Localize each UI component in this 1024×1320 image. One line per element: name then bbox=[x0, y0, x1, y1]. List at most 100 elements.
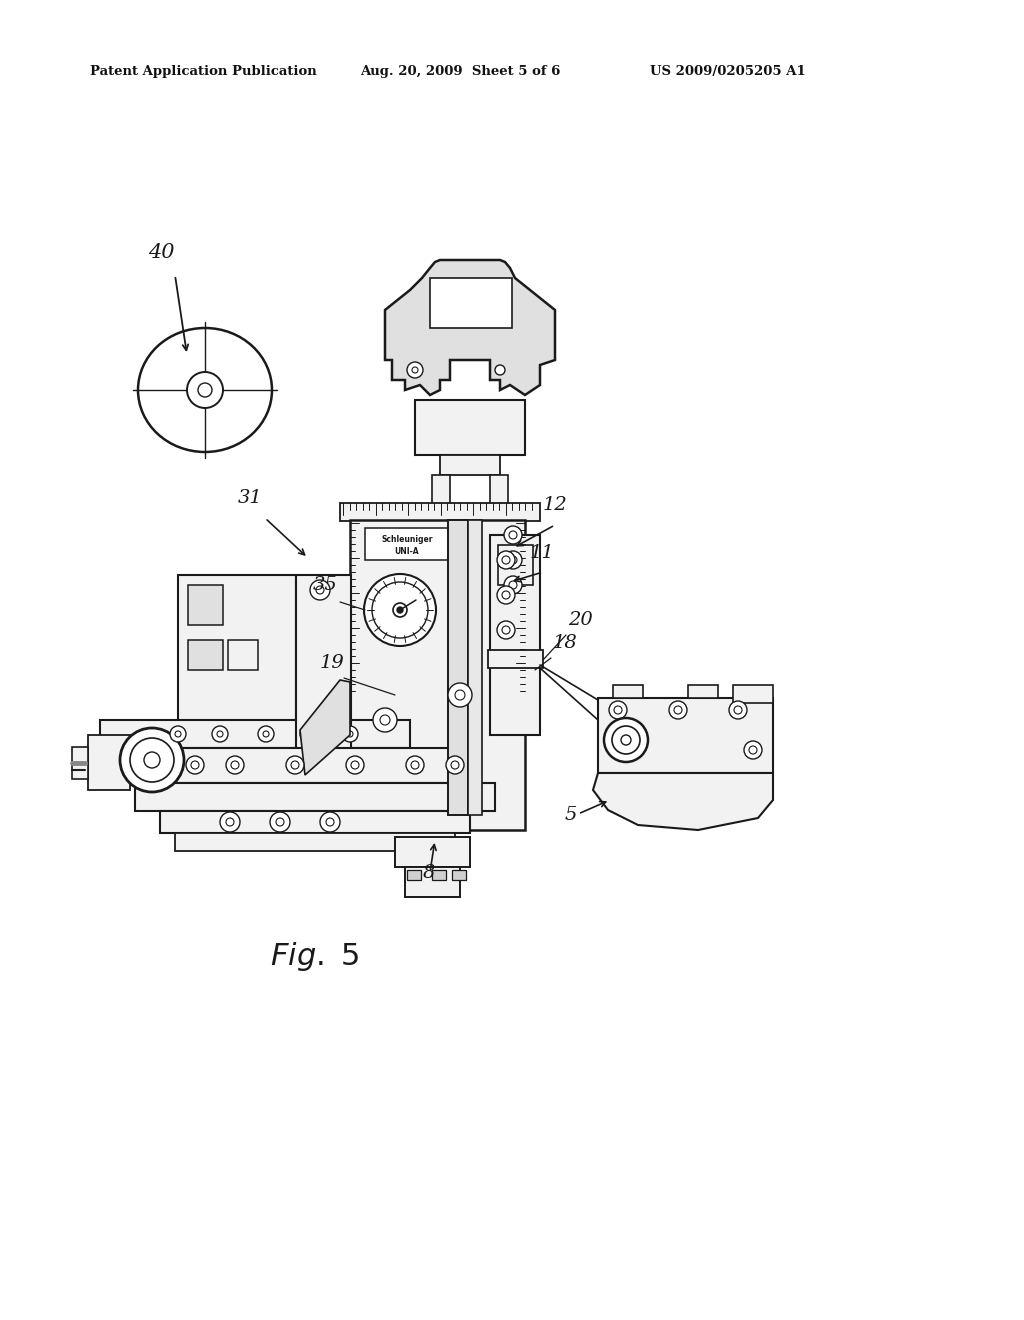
Bar bbox=[296, 576, 351, 775]
Bar bbox=[178, 576, 296, 775]
Circle shape bbox=[198, 383, 212, 397]
Text: Aug. 20, 2009  Sheet 5 of 6: Aug. 20, 2009 Sheet 5 of 6 bbox=[360, 66, 560, 78]
Circle shape bbox=[291, 762, 299, 770]
Bar bbox=[160, 748, 480, 783]
Bar bbox=[432, 475, 450, 506]
Text: 8: 8 bbox=[423, 865, 435, 882]
Bar bbox=[490, 535, 540, 735]
Bar bbox=[135, 783, 495, 810]
Polygon shape bbox=[593, 774, 773, 830]
Bar bbox=[430, 279, 512, 327]
Circle shape bbox=[393, 603, 407, 616]
Circle shape bbox=[263, 731, 269, 737]
Circle shape bbox=[407, 362, 423, 378]
Circle shape bbox=[612, 726, 640, 754]
Circle shape bbox=[502, 591, 510, 599]
Circle shape bbox=[412, 367, 418, 374]
Text: 35: 35 bbox=[313, 576, 338, 594]
Bar bbox=[688, 685, 718, 698]
Ellipse shape bbox=[138, 327, 272, 451]
Bar bbox=[228, 640, 258, 671]
Circle shape bbox=[300, 726, 316, 742]
Circle shape bbox=[316, 586, 324, 594]
Circle shape bbox=[502, 556, 510, 564]
Circle shape bbox=[226, 818, 234, 826]
Circle shape bbox=[674, 706, 682, 714]
Circle shape bbox=[373, 708, 397, 733]
Bar bbox=[350, 520, 525, 830]
Bar bbox=[175, 833, 455, 851]
Bar bbox=[395, 837, 470, 867]
Text: Patent Application Publication: Patent Application Publication bbox=[90, 66, 316, 78]
Circle shape bbox=[310, 579, 330, 601]
Circle shape bbox=[220, 812, 240, 832]
Bar bbox=[340, 503, 540, 521]
Circle shape bbox=[380, 715, 390, 725]
Circle shape bbox=[342, 726, 358, 742]
Circle shape bbox=[509, 581, 517, 589]
Circle shape bbox=[191, 762, 199, 770]
Circle shape bbox=[669, 701, 687, 719]
Circle shape bbox=[734, 706, 742, 714]
Circle shape bbox=[749, 746, 757, 754]
Circle shape bbox=[504, 550, 522, 569]
Circle shape bbox=[364, 574, 436, 645]
Bar bbox=[407, 870, 421, 880]
Circle shape bbox=[231, 762, 239, 770]
Text: 40: 40 bbox=[148, 243, 174, 261]
Circle shape bbox=[187, 372, 223, 408]
Circle shape bbox=[495, 366, 505, 375]
Circle shape bbox=[170, 726, 186, 742]
Bar bbox=[468, 520, 482, 814]
Circle shape bbox=[504, 576, 522, 594]
Bar bbox=[365, 528, 450, 560]
Circle shape bbox=[347, 731, 353, 737]
Text: 12: 12 bbox=[543, 496, 567, 513]
Circle shape bbox=[411, 762, 419, 770]
Text: 5: 5 bbox=[565, 807, 578, 824]
Circle shape bbox=[346, 756, 364, 774]
Circle shape bbox=[449, 682, 472, 708]
Text: $\it{Fig.}\ 5$: $\it{Fig.}\ 5$ bbox=[270, 940, 359, 973]
Bar bbox=[406, 867, 460, 898]
Circle shape bbox=[351, 762, 359, 770]
Bar bbox=[490, 475, 508, 506]
Circle shape bbox=[455, 690, 465, 700]
Text: 19: 19 bbox=[319, 653, 345, 672]
Circle shape bbox=[509, 556, 517, 564]
Circle shape bbox=[614, 706, 622, 714]
Circle shape bbox=[186, 756, 204, 774]
Circle shape bbox=[497, 620, 515, 639]
Bar bbox=[160, 810, 470, 833]
Bar bbox=[188, 640, 223, 671]
Text: 18: 18 bbox=[553, 634, 578, 652]
Circle shape bbox=[286, 756, 304, 774]
Circle shape bbox=[609, 701, 627, 719]
Circle shape bbox=[729, 701, 746, 719]
Bar bbox=[88, 735, 130, 789]
Circle shape bbox=[175, 731, 181, 737]
Circle shape bbox=[305, 731, 311, 737]
Bar bbox=[188, 585, 223, 624]
Circle shape bbox=[497, 550, 515, 569]
Bar bbox=[72, 747, 88, 779]
Circle shape bbox=[258, 726, 274, 742]
Bar bbox=[733, 685, 773, 704]
Circle shape bbox=[497, 586, 515, 605]
Bar bbox=[440, 455, 500, 475]
Bar bbox=[449, 520, 468, 814]
Ellipse shape bbox=[138, 359, 272, 441]
Bar bbox=[613, 685, 643, 698]
Circle shape bbox=[509, 531, 517, 539]
Polygon shape bbox=[385, 260, 555, 395]
Text: 20: 20 bbox=[568, 611, 593, 630]
Circle shape bbox=[120, 729, 184, 792]
Circle shape bbox=[397, 607, 403, 612]
Circle shape bbox=[604, 718, 648, 762]
Circle shape bbox=[276, 818, 284, 826]
Bar bbox=[598, 698, 773, 774]
Polygon shape bbox=[300, 680, 350, 775]
Text: 11: 11 bbox=[530, 544, 555, 562]
Circle shape bbox=[446, 756, 464, 774]
Circle shape bbox=[270, 812, 290, 832]
